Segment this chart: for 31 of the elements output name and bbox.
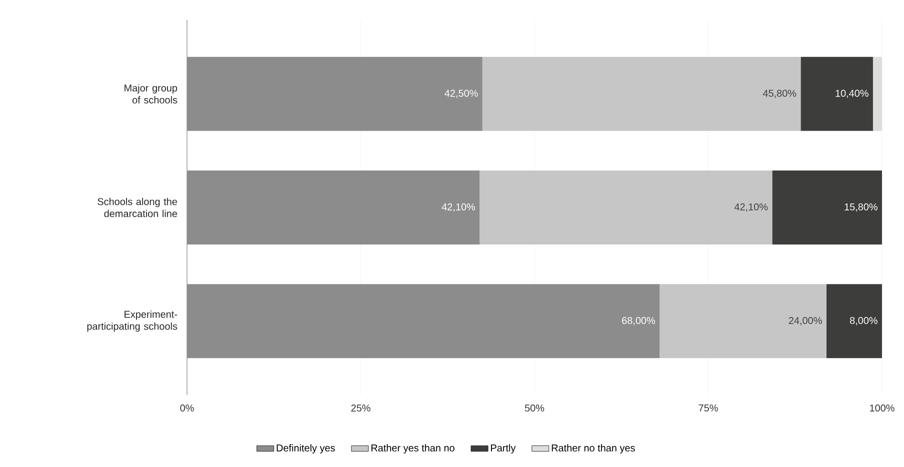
data-label: 42,10% [442,203,476,212]
bar [800,56,873,131]
bar [187,56,482,131]
legend-label: Definitely yes [276,444,335,454]
legend-label: Partly [491,444,516,454]
x-tick-label: 75% [698,404,718,412]
y-tick-label: Schools along the demarcation line [98,198,178,218]
bar [826,284,882,358]
legend-label: Rather yes than no [371,444,454,454]
data-label: 45,80% [762,90,796,98]
y-tick-label: Experiment-participating schools [87,310,178,332]
bar [480,170,772,244]
bar [482,56,801,131]
data-label: 15,80% [844,203,878,212]
data-label: 68,00% [622,317,656,326]
bar [772,170,882,244]
bar [187,170,480,244]
data-label: 42,50% [444,90,478,98]
x-tick-label: 25% [351,404,370,412]
y-tick-label: Major group of schools [124,84,178,104]
legend-label: Rather no than yes [552,444,635,454]
data-label: 10,40% [836,90,868,98]
x-tick-label: 0% [180,404,194,412]
x-tick-label: 100% [870,404,894,412]
data-label: 24,00% [788,317,822,326]
bar [660,284,826,358]
x-tick-label: 50% [524,404,544,412]
data-label: 8,00% [850,317,878,326]
data-label: 42,10% [734,203,768,212]
bar [872,56,882,131]
bar [187,284,660,358]
